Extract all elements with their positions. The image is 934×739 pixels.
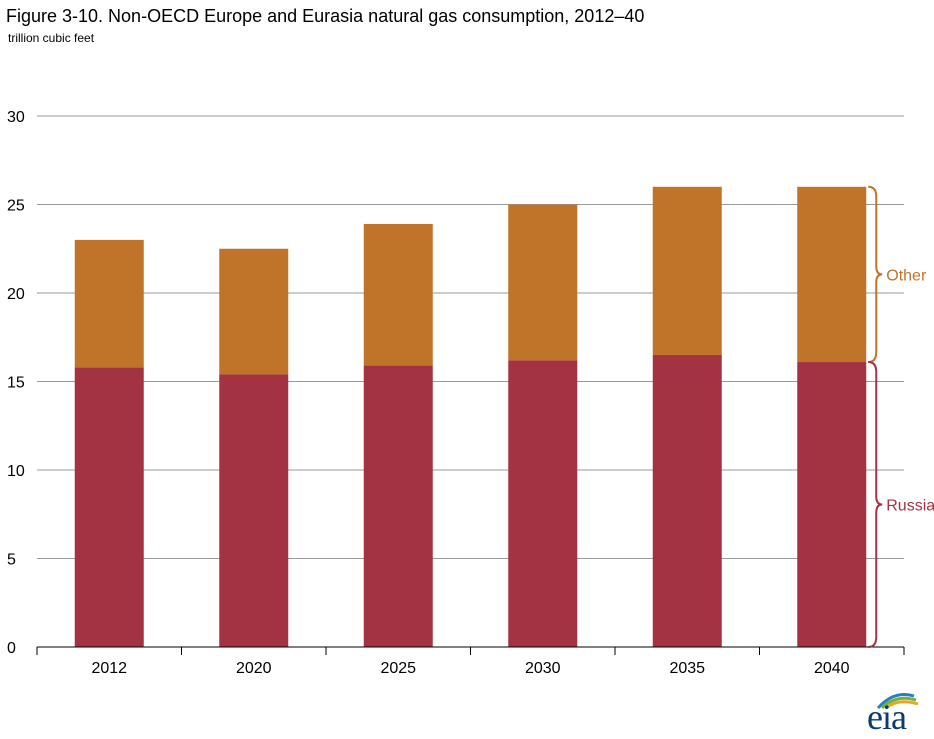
bar-russia-2035 [652,354,722,647]
x-tick-label: 2040 [814,660,850,677]
annotation-russia: Russia [886,498,934,515]
y-tick-label: 30 [7,109,25,126]
x-tick-label: 2020 [236,660,272,677]
bar-russia-2025 [363,365,433,647]
y-tick-label: 20 [7,286,25,303]
y-tick-label: 10 [7,463,25,480]
bar-other-2020 [219,248,289,375]
annotation-other: Other [886,267,927,284]
y-tick-label: 25 [7,198,25,215]
y-tick-label: 0 [7,640,16,657]
chart-title: Figure 3-10. Non-OECD Europe and Eurasia… [6,6,645,26]
bar-other-2025 [363,223,433,366]
bars [74,186,867,647]
bar-russia-2030 [508,360,578,647]
annotations: Other Russia [868,185,934,648]
brace-russia [868,361,883,648]
bar-russia-2012 [74,367,144,647]
x-axis [36,646,905,655]
bar-russia-2040 [797,362,867,647]
x-tick-label: 2025 [380,660,416,677]
eia-logo-icon [876,693,919,710]
eia-logo-text: eia [867,697,907,737]
y-tick-label: 15 [7,375,25,392]
bar-russia-2020 [219,374,289,647]
bar-other-2012 [74,239,144,368]
x-tick-label: 2012 [91,660,127,677]
x-tick-label: 2035 [669,660,705,677]
eia-logo: eia [864,686,926,737]
brace-other [868,185,883,364]
bar-other-2035 [652,186,722,355]
chart-subtitle: trillion cubic feet [8,31,95,45]
bar-other-2030 [508,204,578,361]
x-tick-label: 2030 [525,660,561,677]
gridlines [37,115,904,559]
y-tick-label: 5 [7,552,16,569]
bar-other-2040 [797,186,867,363]
